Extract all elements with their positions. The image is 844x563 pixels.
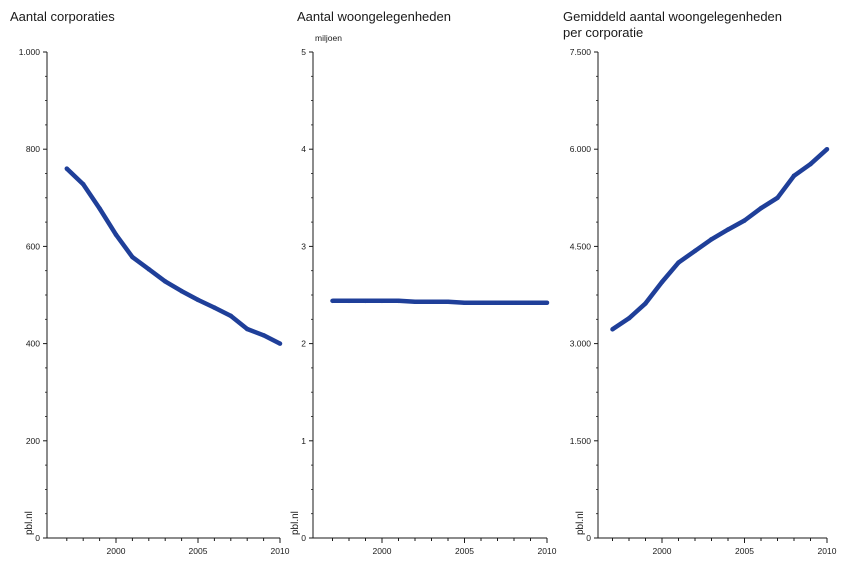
y-tick-label: 600 [26,241,40,251]
data-point [130,254,135,260]
data-point [412,299,418,305]
y-tick-label: 3 [301,241,306,251]
data-point [244,326,250,332]
x-tick-label: 2005 [735,546,754,556]
series-line [611,147,829,332]
chart-2-aantal-woongelegenheden: 0 1 2 3 4 5 2000 2005 2010 miljoen pbl.nl [290,33,557,556]
data-point [676,260,681,265]
data-point [478,300,484,306]
source-label: pbl.nl [575,511,586,535]
y-tick-label: 3.000 [570,339,592,349]
chart-1-aantal-corporaties: 0 200 400 600 800 1.000 2000 2005 2010 pbl.nl [19,47,290,556]
y-tick-label: 400 [26,339,40,349]
source-label: pbl.nl [290,511,301,535]
data-point [495,300,500,306]
data-point [758,205,764,211]
x-tick-label: 2000 [653,546,672,556]
chart-1-title: Aantal corporaties [10,9,115,24]
chart-3-title: Gemiddeld aantal woongelegenheden per co… [563,9,783,40]
data-point [113,232,119,237]
y-tick-label: 7.500 [570,47,592,57]
data-point [725,227,731,232]
x-tick-label: 2005 [455,546,474,556]
data-point [709,237,714,242]
series-line [65,166,282,346]
data-point [429,299,434,305]
data-point [692,248,698,254]
y-tick-label: 0 [35,533,40,543]
data-point [528,300,533,306]
data-point [195,297,201,303]
data-point [64,166,70,171]
data-point [659,279,665,285]
data-point [330,298,335,304]
y-tick-label: 1 [301,436,306,446]
data-point [277,341,283,346]
data-point [511,300,517,306]
data-point [179,288,184,294]
data-point [643,301,648,306]
data-point [261,333,266,338]
chart-2-title: Aantal woongelegenheden [297,9,451,24]
data-point [610,327,615,332]
data-point [228,313,234,319]
data-point [162,279,168,284]
y-tick-label: 0 [301,533,306,543]
data-point [363,298,368,304]
data-point [146,266,152,272]
series-line [332,298,547,306]
x-tick-label: 2005 [189,546,208,556]
data-point [80,181,86,187]
y-tick-label: 6.000 [570,144,592,154]
chart-3-gemiddeld-per-corporatie: 0 1.500 3.000 4.500 6.000 7.500 2000 2005 2010 pb… [570,47,837,556]
x-tick-label: 2010 [271,546,290,556]
y-tick-label: 200 [26,436,40,446]
data-point [742,218,747,223]
data-point [808,161,813,167]
y-tick-label: 4.500 [570,241,592,251]
x-tick-label: 2010 [818,546,837,556]
data-point [346,298,352,304]
y-tick-label: 1.500 [570,436,592,446]
y-unit-label: miljoen [315,33,342,43]
data-point [445,299,451,305]
source-label: pbl.nl [24,511,35,535]
data-point [791,173,797,179]
y-tick-label: 0 [586,533,591,543]
y-tick-label: 1.000 [19,47,41,57]
data-point [379,298,385,304]
data-point [824,146,830,152]
y-tick-label: 800 [26,144,40,154]
data-point [544,300,550,306]
data-point [775,195,780,201]
y-tick-label: 5 [301,47,306,57]
x-tick-label: 2010 [538,546,557,556]
x-tick-label: 2000 [373,546,392,556]
data-point [97,206,102,211]
y-tick-label: 2 [301,339,306,349]
data-point [462,300,467,306]
y-tick-label: 4 [301,144,306,154]
data-point [396,298,401,304]
x-tick-label: 2000 [107,546,126,556]
data-point [212,305,217,310]
data-point [626,316,632,321]
